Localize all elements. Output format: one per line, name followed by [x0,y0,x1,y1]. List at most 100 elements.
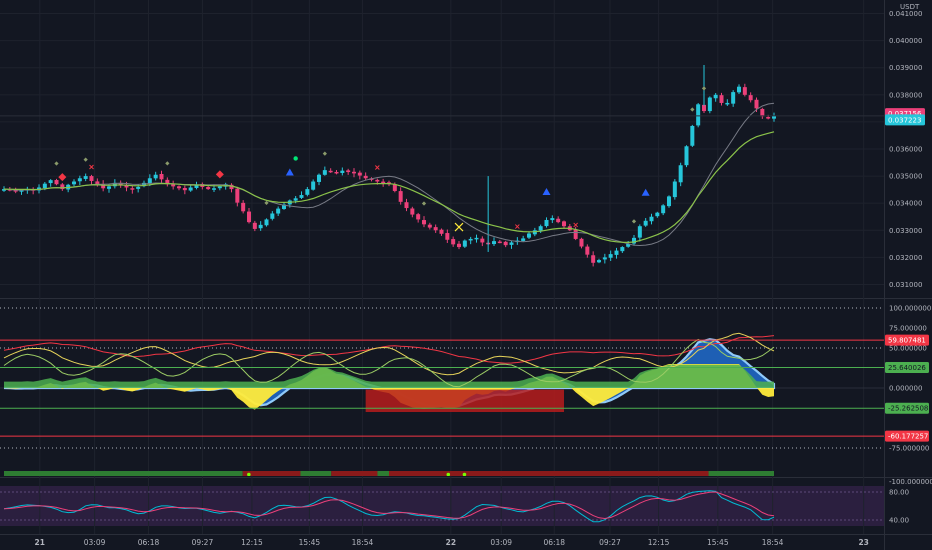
candle-body [457,243,461,248]
osc-tag-label: -60.177257 [888,433,928,441]
dot-marker [293,156,298,161]
candle-body [748,95,753,101]
signal-band [4,471,243,476]
signal-band [331,471,378,476]
candle-body [317,174,321,182]
time-label: 12:15 [241,538,263,547]
osc-tag-label: -25.262508 [888,405,928,413]
candle-body [13,190,18,192]
candle-body [772,115,776,119]
candle-body [719,95,724,103]
time-label: 12:15 [648,538,670,547]
time-label: 18:54 [762,538,784,547]
candle-body [544,219,549,227]
candle-body [282,204,286,210]
rsi-band [0,486,884,526]
band-dot [446,472,451,476]
price-tick-label: 0.040000 [889,37,922,45]
time-label: 15:45 [299,538,321,547]
price-tick-label: 0.033000 [889,227,922,235]
rsi-tick-label: 80.00 [889,489,909,497]
candle-body [620,247,625,252]
grid [0,0,884,534]
candle-body [521,238,526,241]
candle-body [381,181,386,184]
signal-band [300,471,332,476]
candle-body [130,188,135,190]
candle-body [182,188,187,191]
price-tick-label: 0.035000 [889,173,922,181]
x-marker [89,164,94,170]
osc-tick-label: 50.000000 [889,345,927,353]
candle-body [235,188,240,203]
rsi-signal-line [3,491,775,520]
price-tag [885,114,925,126]
diamond-marker [631,219,637,224]
candle-body [416,214,421,220]
candle-body [305,189,310,195]
divergence-block [365,389,564,412]
candle-body [684,146,689,166]
candle-body [270,213,275,219]
candle-body [626,243,631,247]
osc-tag-label: 25.640026 [888,364,926,372]
diamond-marker [421,201,427,206]
candle-body [352,171,356,174]
oscillator-line-yellow [3,332,775,376]
signal-band [242,471,301,476]
band-dot [462,472,467,476]
money-flow-green [4,364,774,388]
candle-body [678,165,683,183]
candle-body [754,99,759,109]
price-axis[interactable]: USDT 0.041000 0.040000 0.039000 0.038000 0.0… [885,3,932,525]
candle-body [177,186,181,189]
price-tag-label: 0.037156 [888,110,922,118]
price-plot [0,65,884,267]
osc-tick-label: 0.000000 [889,385,922,393]
candle-body [509,242,514,245]
osc-tick-label: 100.000000 [889,305,931,313]
candle-body [340,170,345,173]
candle-body [422,220,426,225]
osc-tick-label: -75.000000 [889,445,929,453]
candle-body [77,178,82,182]
candle-body [573,229,578,239]
candle-body [655,212,660,217]
candle-body [427,224,432,228]
candle-body [591,255,596,263]
candle-body [433,227,438,231]
price-tick-label: 0.039000 [889,64,922,72]
candle-body [474,237,479,240]
candle-body [375,179,380,182]
x-marker [573,222,579,228]
candle-body [299,195,304,198]
candle-body [608,254,613,258]
rsi-plot [0,490,884,523]
candle-body [142,182,146,187]
candle-body [550,218,555,221]
candle-body [538,226,543,231]
candle-body [398,191,403,202]
candle-body [503,241,508,246]
candle-body [60,184,65,190]
osc-tick-label: -100.000000 [889,478,932,486]
candle-body [194,184,199,189]
candle-body [661,205,666,214]
diamond-marker [54,161,59,166]
candle-body [672,181,677,198]
candle-body [229,184,234,190]
candle-body [346,170,351,173]
rsi-tick-label: 40.00 [889,517,909,525]
x-marker [374,165,380,170]
time-axis[interactable]: 21 03:09 06:18 09:27 12:15 15:45 18:54 22 03:09 0… [35,538,869,547]
candle-body [462,240,467,247]
candle-body [107,186,111,189]
price-tick-label: 0.032000 [889,254,922,262]
diamond-marker [83,157,88,162]
x-marker [514,224,520,229]
candle-body [760,108,765,117]
time-label: 23 [858,538,868,547]
cross-marker [454,222,464,232]
currency-label: USDT [900,3,920,11]
